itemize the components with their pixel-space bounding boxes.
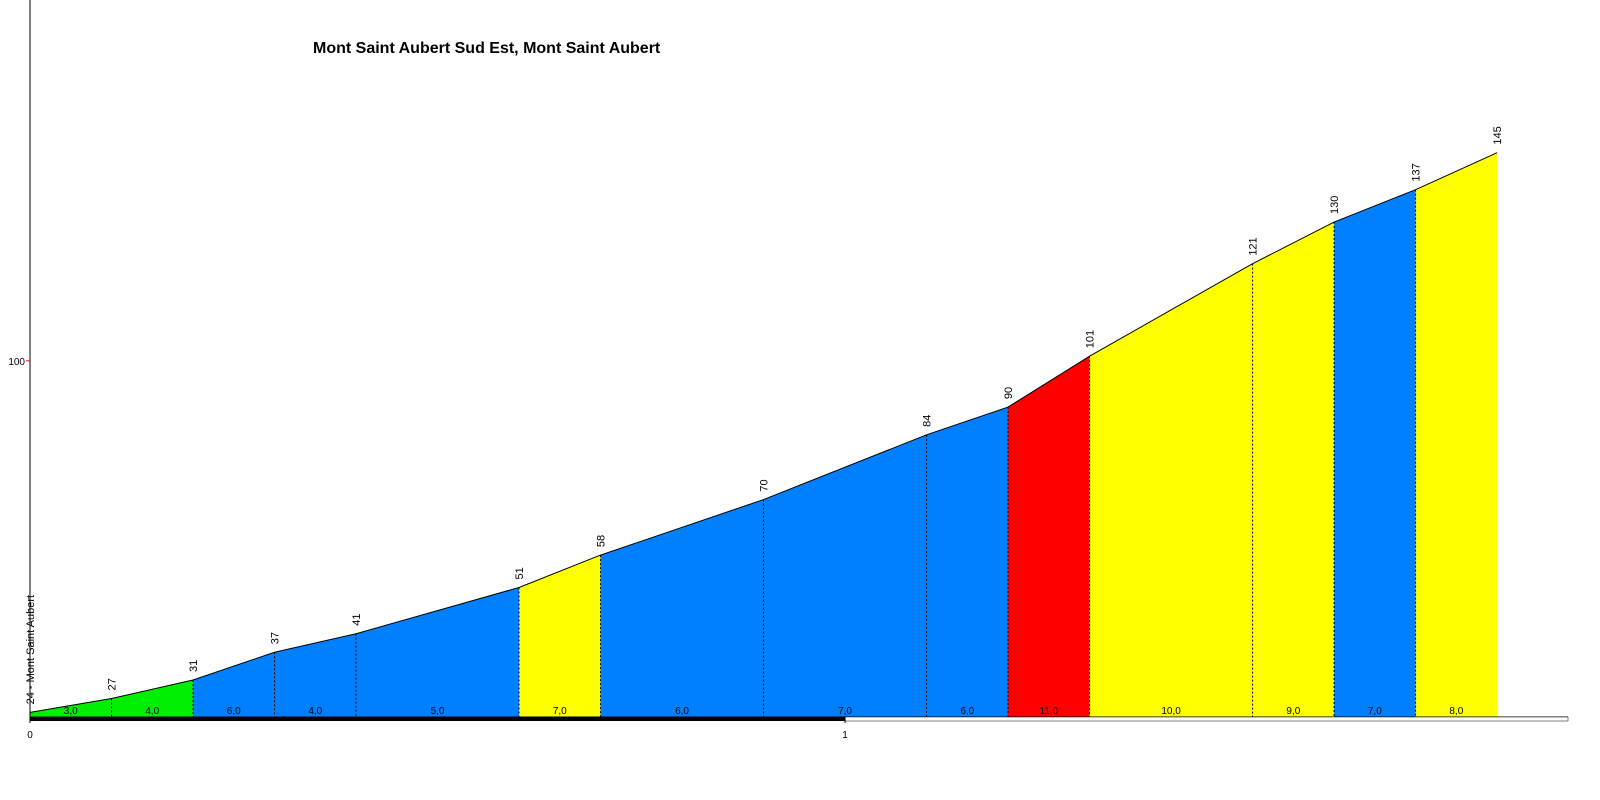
chart-title: Mont Saint Aubert Sud Est, Mont Saint Au… [313,40,661,57]
gradient-segment [1252,222,1335,718]
altitude-label: 27 [107,678,119,690]
gradient-segment [193,652,275,717]
altitude-label: 31 [188,660,200,672]
gradient-segment [1415,152,1498,717]
altitude-label: 90 [1003,387,1015,399]
x-tick-label: 0 [27,730,33,741]
gradient-label: 10,0 [1161,706,1181,717]
gradient-label: 11,0 [1039,706,1058,717]
profile-line [29,152,1498,713]
gradient-label: 7,0 [1368,706,1382,717]
gradient-label: 6,0 [960,706,974,717]
km-bar-white [844,716,1569,722]
x-tick-label: 1 [842,730,848,741]
gradient-label: 7,0 [553,706,567,717]
altitude-label: 51 [514,567,526,579]
gradient-segment [1089,263,1253,717]
y-tick-label: 100 [8,357,25,368]
altitude-label: 37 [270,632,282,644]
altitude-label: 24 - Mont Saint Aubert [25,595,37,704]
gradient-segment [926,407,1009,717]
altitude-label: 101 [1085,330,1097,348]
altitude-label: 121 [1248,237,1260,255]
gradient-segment [519,555,601,717]
altitude-label: 145 [1492,126,1504,144]
altitude-label: 58 [596,535,608,547]
gradient-segment [111,679,194,717]
gradient-segment [1008,356,1090,717]
altitude-label: 41 [351,613,363,625]
gradient-label: 4,0 [145,706,159,717]
gradient-label: 6,0 [675,706,689,717]
altitude-label: 137 [1411,163,1423,181]
altitude-label: 130 [1329,196,1341,214]
gradient-label: 8,0 [1449,706,1463,717]
gradient-segment [1334,189,1416,717]
gradient-segment [274,633,357,717]
gradient-segment [600,499,764,717]
gradient-segment [30,698,112,717]
gradient-label: 5,0 [431,706,445,717]
altitude-label: 70 [759,479,771,491]
gradient-label: 3,0 [64,706,78,717]
gradient-label: 7,0 [838,706,852,717]
gradient-segment [763,434,927,717]
altitude-label: 84 [922,415,934,427]
gradient-label: 6,0 [227,706,241,717]
km-bar [30,717,846,721]
gradient-label: 9,0 [1286,706,1300,717]
gradient-label: 4,0 [308,706,322,717]
gradient-segment [356,587,520,717]
